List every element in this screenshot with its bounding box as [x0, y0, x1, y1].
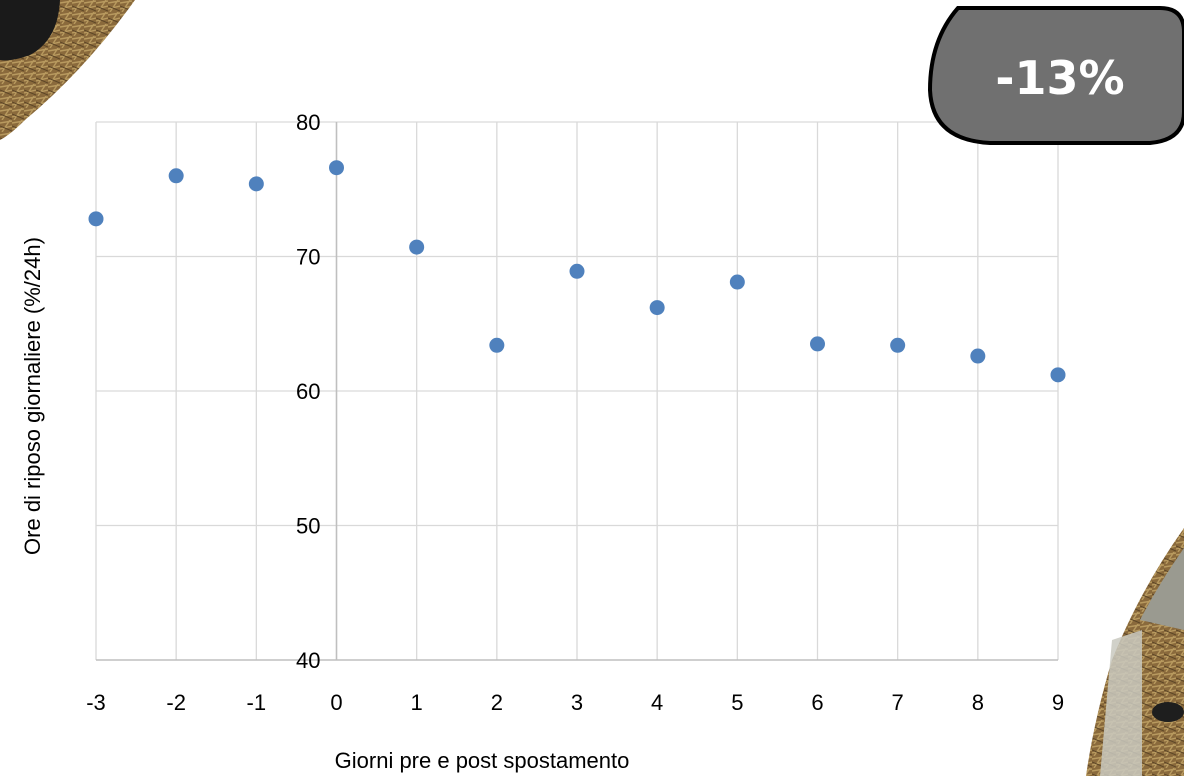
data-point — [88, 211, 104, 227]
x-tick-label: 6 — [811, 690, 823, 715]
y-tick-label: 50 — [296, 514, 320, 539]
data-point — [810, 336, 825, 352]
data-point — [1050, 367, 1066, 383]
x-tick-label: 0 — [330, 690, 342, 715]
data-point — [970, 348, 986, 364]
data-point — [168, 168, 184, 184]
y-tick-labels: 40 50 60 70 80 — [296, 110, 320, 673]
x-tick-label: 4 — [651, 690, 663, 715]
x-tick-label: 9 — [1052, 690, 1064, 715]
data-point — [489, 337, 505, 353]
axes — [96, 122, 1058, 661]
x-axis-title: Giorni pre e post spostamento — [335, 748, 630, 773]
x-tick-label: 1 — [411, 690, 423, 715]
data-point — [729, 274, 745, 290]
gridlines — [95, 121, 1059, 660]
badge-background — [927, 6, 1184, 145]
y-tick-label: 80 — [296, 110, 320, 135]
y-tick-label: 40 — [296, 648, 320, 673]
x-tick-labels: -3 -2 -1 0 1 2 3 4 5 6 7 8 9 — [86, 690, 1064, 715]
x-tick-label: 3 — [571, 690, 583, 715]
x-tick-label: 7 — [892, 690, 904, 715]
x-tick-label: 5 — [731, 690, 743, 715]
data-point — [649, 300, 665, 316]
data-point — [569, 263, 585, 279]
top-left-photo-cutout — [0, 0, 135, 140]
bottom-right-photo-cutout — [1086, 528, 1184, 776]
percentage-badge: -13% — [927, 6, 1184, 145]
data-point — [409, 239, 425, 255]
data-points — [88, 160, 1066, 383]
x-tick-label: 2 — [491, 690, 503, 715]
badge-text: -13% — [995, 51, 1124, 105]
y-axis-title: Ore di riposo giornaliere (%/24h) — [20, 237, 45, 555]
y-tick-label: 70 — [296, 245, 320, 270]
x-tick-label: 8 — [972, 690, 984, 715]
x-tick-label: -3 — [86, 690, 106, 715]
x-tick-label: -1 — [247, 690, 267, 715]
data-point — [329, 160, 344, 176]
data-point — [248, 176, 264, 192]
y-tick-label: 60 — [296, 379, 320, 404]
data-point — [890, 337, 906, 353]
x-tick-label: -2 — [166, 690, 186, 715]
